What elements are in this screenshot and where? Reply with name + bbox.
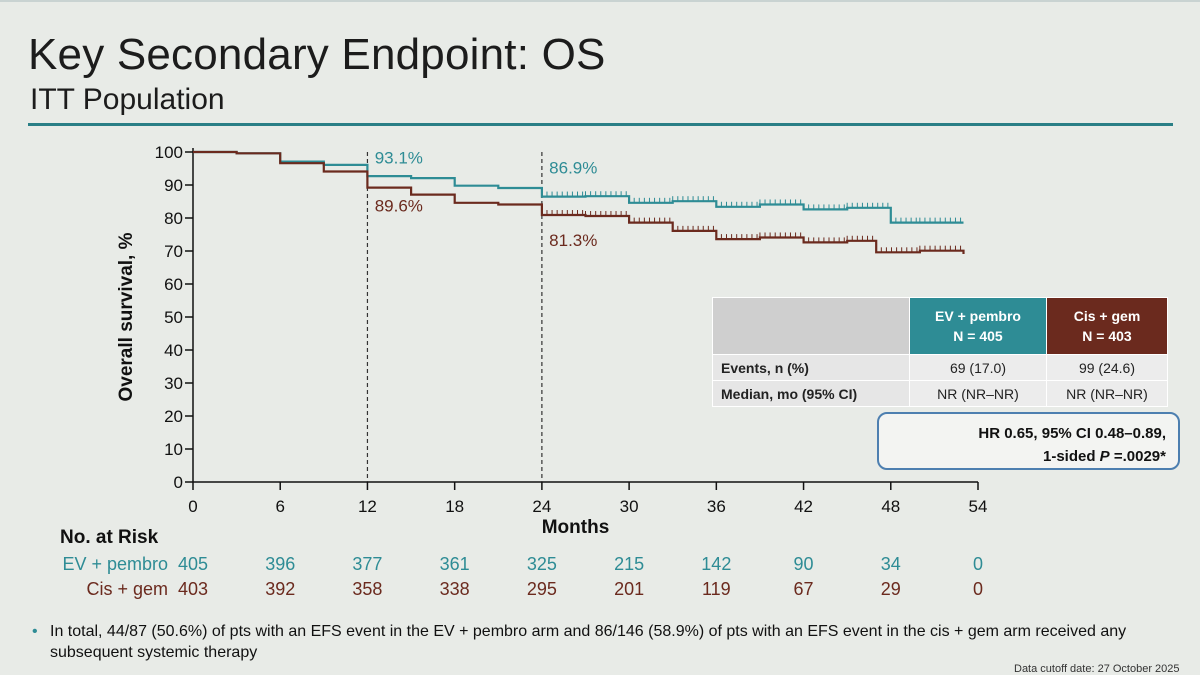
- bullet-icon: •: [32, 623, 38, 640]
- y-tick-label: 20: [164, 407, 183, 426]
- events-cis: 99 (24.6): [1046, 354, 1168, 381]
- cis-header-label: Cis + gem: [1073, 308, 1141, 324]
- risk-value: 29: [880, 579, 901, 599]
- median-cis: NR (NR–NR): [1046, 380, 1168, 407]
- events-ev: 69 (17.0): [909, 354, 1047, 381]
- summary-header-cis: Cis + gem N = 403: [1046, 297, 1168, 355]
- hr-line1: HR 0.65, 95% CI 0.48–0.89,: [978, 425, 1166, 442]
- y-tick-label: 90: [164, 176, 183, 195]
- ev-header-label: EV + pembro: [935, 308, 1021, 324]
- risk-value: 295: [526, 579, 557, 599]
- risk-value: 215: [614, 554, 645, 574]
- x-tick-label: 6: [275, 497, 284, 516]
- events-row: Events, n (%) 69 (17.0) 99 (24.6): [712, 354, 1168, 381]
- survival-label-m24-ev: 86.9%: [549, 158, 597, 177]
- events-label: Events, n (%): [712, 354, 910, 381]
- x-tick-label: 12: [358, 497, 377, 516]
- risk-value: 325: [526, 554, 557, 574]
- x-tick-label: 0: [188, 497, 197, 516]
- risk-table-title: No. at Risk: [60, 527, 159, 548]
- x-tick-label: 54: [969, 497, 988, 516]
- risk-value: 0: [972, 554, 983, 574]
- risk-value: 358: [352, 579, 383, 599]
- survival-label-m12-ev: 93.1%: [375, 149, 423, 168]
- y-tick-label: 60: [164, 275, 183, 294]
- risk-value: 0: [972, 579, 983, 599]
- risk-value: 361: [439, 554, 470, 574]
- risk-row-label: Cis + gem: [86, 579, 168, 599]
- risk-value: 338: [439, 579, 470, 599]
- y-tick-label: 80: [164, 209, 183, 228]
- y-tick-label: 10: [164, 440, 183, 459]
- risk-value: 119: [701, 579, 731, 599]
- y-tick-label: 40: [164, 341, 183, 360]
- footnote-text: In total, 44/87 (50.6%) of pts with an E…: [50, 623, 1127, 661]
- summary-table: EV + pembro N = 405 Cis + gem N = 403 Ev…: [712, 297, 1168, 407]
- risk-value: 377: [352, 554, 383, 574]
- survival-label-m24-cis: 81.3%: [549, 231, 597, 250]
- data-cutoff: Data cutoff date: 27 October 2025: [1014, 663, 1180, 675]
- risk-value: 67: [793, 579, 814, 599]
- hr-line2-prefix: 1-sided: [1042, 448, 1100, 465]
- footnote: • In total, 44/87 (50.6%) of pts with an…: [32, 621, 1180, 663]
- summary-header-ev: EV + pembro N = 405: [909, 297, 1047, 355]
- hr-p-value: =.0029*: [1109, 448, 1166, 465]
- hr-line2: 1-sided P =.0029*: [879, 445, 1166, 468]
- x-tick-label: 42: [794, 497, 813, 516]
- risk-value: 396: [265, 554, 296, 574]
- median-label: Median, mo (95% CI): [712, 380, 910, 407]
- y-tick-label: 100: [155, 143, 183, 162]
- y-axis-label: Overall survival, %: [116, 232, 137, 401]
- median-ev: NR (NR–NR): [909, 380, 1047, 407]
- risk-value: 142: [701, 554, 732, 574]
- x-tick-label: 30: [620, 497, 639, 516]
- x-tick-label: 24: [532, 497, 551, 516]
- x-tick-label: 48: [881, 497, 900, 516]
- hazard-ratio-box: HR 0.65, 95% CI 0.48–0.89, 1-sided P =.0…: [877, 412, 1180, 470]
- y-tick-label: 0: [174, 473, 183, 492]
- y-tick-label: 70: [164, 242, 183, 261]
- y-tick-label: 30: [164, 374, 183, 393]
- y-tick-label: 50: [164, 308, 183, 327]
- risk-value: 90: [793, 554, 814, 574]
- x-tick-label: 36: [707, 497, 726, 516]
- title-divider: [28, 123, 1173, 126]
- risk-value: 392: [265, 579, 296, 599]
- ev-header-n: N = 405: [953, 328, 1003, 344]
- slide-subtitle: ITT Population: [30, 83, 225, 116]
- risk-value: 403: [177, 579, 209, 599]
- median-row: Median, mo (95% CI) NR (NR–NR) NR (NR–NR…: [712, 380, 1168, 407]
- cis-header-n: N = 403: [1082, 328, 1132, 344]
- survival-label-m12-cis: 89.6%: [375, 196, 423, 215]
- hr-p-symbol: P: [1099, 448, 1110, 465]
- risk-value: 34: [880, 554, 901, 574]
- summary-header-blank: [712, 297, 910, 355]
- top-border: [0, 0, 1200, 2]
- risk-value: 201: [614, 579, 645, 599]
- x-axis-label: Months: [542, 517, 610, 538]
- x-tick-label: 18: [445, 497, 464, 516]
- risk-value: 405: [177, 554, 209, 574]
- slide-title: Key Secondary Endpoint: OS: [28, 30, 606, 79]
- risk-row-label: EV + pembro: [62, 554, 168, 574]
